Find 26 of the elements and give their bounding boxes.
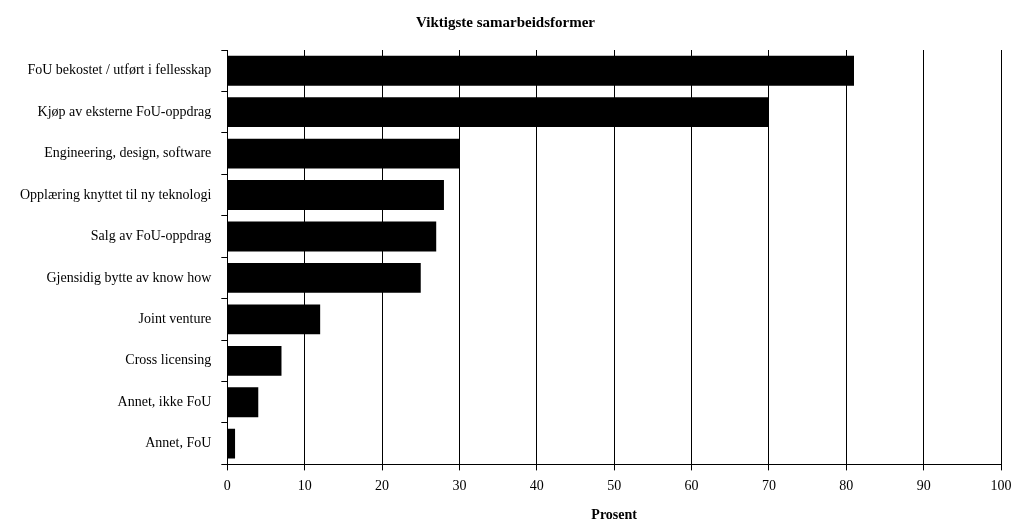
bar <box>227 387 259 418</box>
bar <box>227 428 236 459</box>
y-tick-label: Cross licensing <box>125 352 212 368</box>
x-tick-label: 0 <box>223 478 231 494</box>
y-tick-label: Kjøp av eksterne FoU-oppdrag <box>37 103 212 119</box>
bar <box>227 345 282 376</box>
y-tick-label: Engineering, design, software <box>44 145 212 161</box>
x-tick-label: 70 <box>761 478 776 494</box>
x-tick-label: 90 <box>916 478 931 494</box>
x-tick-label: 20 <box>375 478 390 494</box>
y-tick-label: Annet, ikke FoU <box>117 393 212 409</box>
x-tick-label: 30 <box>452 478 467 494</box>
chart-title: Viktigste samarbeidsformer <box>416 13 596 30</box>
y-tick-label: Opplæring knyttet til ny teknologi <box>20 186 212 202</box>
x-tick-label: 80 <box>839 478 854 494</box>
x-tick-label: 60 <box>684 478 699 494</box>
x-tick-label: 10 <box>297 478 312 494</box>
x-tick-label: 50 <box>607 478 622 494</box>
y-tick-label: FoU bekostet / utført i fellesskap <box>27 62 212 78</box>
y-tick-label: Joint venture <box>138 311 212 327</box>
x-tick-label: 100 <box>990 478 1012 494</box>
y-tick-label: Salg av FoU-oppdrag <box>90 228 212 244</box>
x-tick-label: 40 <box>529 478 544 494</box>
x-axis-title: Prosent <box>591 507 638 523</box>
y-tick-label: Annet, FoU <box>145 435 212 451</box>
y-tick-label: Gjensidig bytte av know how <box>46 269 213 285</box>
